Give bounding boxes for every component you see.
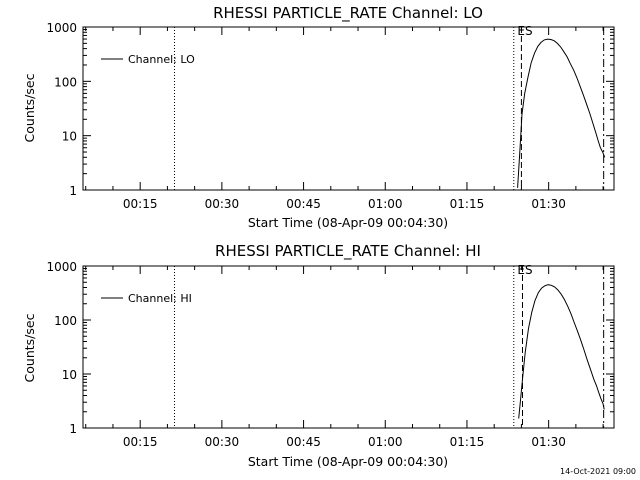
series-line [517, 38, 606, 188]
y-tick-label: 10 [62, 368, 77, 382]
chart-panel-hi: RHESSI PARTICLE_RATE Channel: HI Start T… [22, 242, 615, 469]
y-axis-label-lo: Counts/sec [22, 73, 37, 142]
x-tick-label: 01:30 [531, 197, 566, 211]
chart-title-hi: RHESSI PARTICLE_RATE Channel: HI [215, 242, 481, 261]
plot-frame [82, 26, 615, 191]
x-axis-label-lo: Start Time (08-Apr-09 00:04:30) [248, 215, 448, 230]
plot-frame [82, 265, 615, 429]
x-tick-label: 01:00 [368, 197, 403, 211]
y-tick-label: 1000 [46, 21, 77, 35]
x-tick-label: 01:15 [450, 435, 485, 449]
y-tick-label: 10 [62, 130, 77, 144]
y-tick-label: 1 [69, 422, 77, 436]
x-tick-label: 00:15 [123, 435, 158, 449]
annotation-s: S [525, 263, 533, 277]
x-tick-label: 01:00 [368, 435, 403, 449]
x-tick-label: 00:30 [205, 435, 240, 449]
y-tick-label: 100 [54, 75, 77, 89]
series-line [518, 284, 605, 419]
x-axis-label-hi: Start Time (08-Apr-09 00:04:30) [248, 454, 448, 469]
annotation-e: E [517, 263, 525, 277]
legend-entry-hi: Channel: HI [128, 292, 192, 305]
annotation-s: S [525, 24, 533, 38]
chart-panel-lo: RHESSI PARTICLE_RATE Channel: LO Start T… [22, 4, 615, 230]
x-tick-label: 00:45 [286, 197, 321, 211]
chart-title-lo: RHESSI PARTICLE_RATE Channel: LO [213, 4, 483, 23]
y-axis-label-hi: Counts/sec [22, 313, 37, 382]
x-tick-label: 01:30 [531, 435, 566, 449]
annotation-e: E [517, 24, 525, 38]
y-tick-label: 100 [54, 314, 77, 328]
x-tick-label: 01:15 [450, 197, 485, 211]
x-tick-label: 00:15 [123, 197, 158, 211]
x-tick-label: 00:45 [286, 435, 321, 449]
footer-timestamp: 14-Oct-2021 09:00 [560, 467, 636, 476]
legend-entry-lo: Channel: LO [128, 53, 195, 66]
y-tick-label: 1 [69, 184, 77, 198]
y-tick-label: 1000 [46, 260, 77, 274]
x-tick-label: 00:30 [205, 197, 240, 211]
